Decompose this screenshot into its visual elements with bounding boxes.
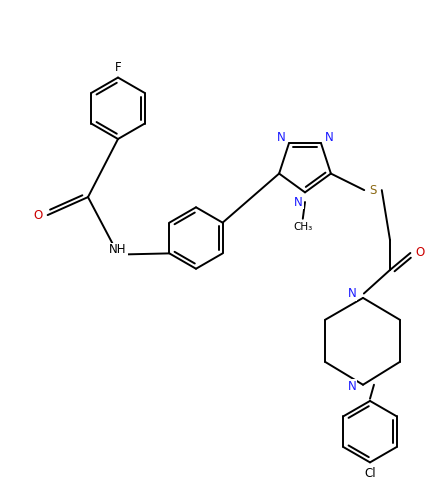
Text: N: N: [276, 131, 285, 144]
Text: S: S: [368, 183, 376, 197]
Text: Cl: Cl: [364, 467, 375, 480]
Text: O: O: [33, 209, 42, 222]
Text: F: F: [114, 61, 121, 75]
Text: N: N: [347, 287, 356, 300]
Text: N: N: [324, 131, 332, 144]
Text: NH: NH: [109, 244, 127, 256]
Text: CH₃: CH₃: [293, 222, 312, 232]
Text: N: N: [293, 195, 302, 209]
Text: O: O: [414, 247, 424, 259]
Text: N: N: [347, 380, 356, 394]
